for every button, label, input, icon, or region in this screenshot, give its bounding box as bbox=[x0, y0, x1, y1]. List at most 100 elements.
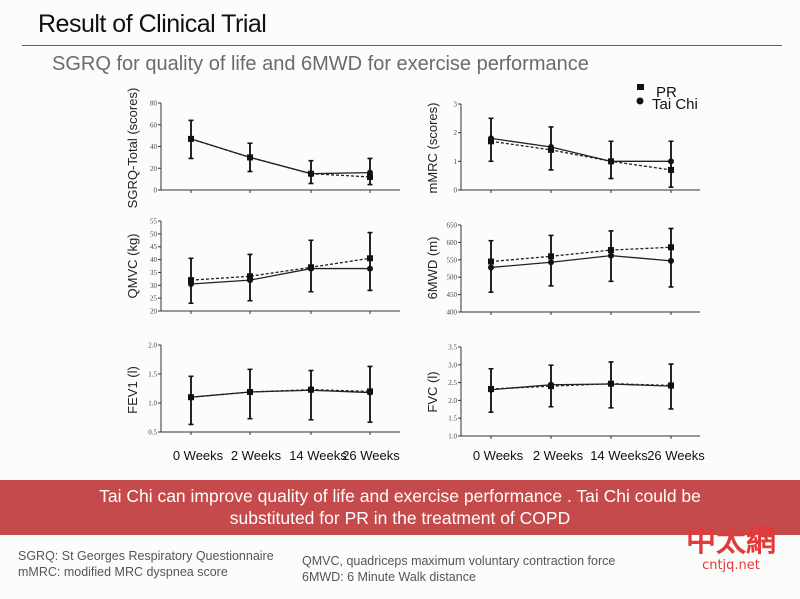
data-point-taichi bbox=[488, 264, 494, 271]
title-divider bbox=[22, 45, 782, 46]
y-tick-label: 45 bbox=[150, 243, 158, 251]
y-axis-title: FVC (l) bbox=[425, 371, 440, 412]
x-tick-label: 14 Weeks bbox=[590, 448, 648, 463]
watermark-chinese: 中太網 bbox=[686, 524, 776, 559]
data-point-taichi bbox=[247, 277, 253, 284]
series-line-pr bbox=[490, 140, 672, 171]
series-line-pr bbox=[490, 246, 672, 263]
y-tick-label: 20 bbox=[150, 308, 158, 316]
legend: PR Tai Chi bbox=[636, 84, 698, 113]
data-point-taichi bbox=[488, 135, 494, 142]
y-tick-label: 1.0 bbox=[148, 400, 157, 408]
data-point-taichi bbox=[367, 169, 373, 176]
y-tick-label: 30 bbox=[150, 282, 158, 290]
data-point-taichi bbox=[548, 144, 554, 150]
conclusion-banner: Tai Chi can improve quality of life and … bbox=[0, 480, 800, 535]
data-point-taichi bbox=[548, 381, 554, 388]
page-subtitle: SGRQ for quality of life and 6MWD for ex… bbox=[52, 53, 589, 75]
footnotes-right: QMVC, quadriceps maximum voluntary contr… bbox=[302, 553, 632, 585]
footnotes-left: SGRQ: St Georges Respiratory Questionnai… bbox=[18, 548, 274, 580]
x-tick-label: 0 Weeks bbox=[473, 448, 524, 463]
y-axis-title: QMVC (kg) bbox=[125, 234, 140, 299]
footnote-sgrq: SGRQ: St Georges Respiratory Questionnai… bbox=[18, 549, 274, 563]
y-tick-label: 500 bbox=[447, 274, 458, 282]
series-line-pr bbox=[190, 138, 371, 178]
y-tick-label: 3 bbox=[454, 101, 458, 109]
y-tick-label: 2.0 bbox=[148, 342, 157, 350]
y-tick-label: 0 bbox=[154, 187, 158, 195]
chart-6mwd: 400 450 500 550 600 650 6MWD (m) bbox=[425, 222, 700, 317]
y-tick-label: 2 bbox=[454, 129, 458, 137]
y-tick-label: 2.5 bbox=[448, 379, 457, 387]
page-title: Result of Clinical Trial bbox=[38, 10, 267, 38]
x-tick-label: 26 Weeks bbox=[342, 448, 400, 463]
series-line-taichi bbox=[190, 138, 371, 175]
y-tick-label: 55 bbox=[150, 218, 158, 226]
y-tick-label: 400 bbox=[447, 309, 458, 317]
legend-marker-taichi bbox=[636, 97, 644, 105]
series-line-taichi bbox=[190, 389, 371, 398]
footnote-qmvc: QMVC, quadriceps maximum voluntary contr… bbox=[302, 554, 616, 568]
data-point-taichi bbox=[608, 381, 614, 388]
x-tick-label: 2 Weeks bbox=[533, 448, 584, 463]
data-point-taichi bbox=[188, 281, 194, 287]
footnote-mmrc: mMRC: modified MRC dyspnea score bbox=[18, 565, 228, 579]
y-tick-label: 1.0 bbox=[448, 433, 457, 441]
data-point-taichi bbox=[308, 265, 314, 272]
y-tick-label: 80 bbox=[150, 100, 158, 108]
y-tick-label: 2.0 bbox=[448, 397, 457, 405]
chart-sgrq: 0 20 40 60 80 SGRQ-Total (scores) bbox=[125, 88, 400, 209]
data-point-taichi bbox=[247, 154, 253, 161]
y-tick-label: 3.0 bbox=[448, 361, 457, 369]
y-tick-label: 1 bbox=[454, 158, 458, 166]
x-tick-label: 26 Weeks bbox=[647, 448, 705, 463]
watermark-logo: 中太網 cntjq.net bbox=[676, 524, 786, 574]
y-tick-label: 40 bbox=[150, 256, 158, 264]
conclusion-line-1: Tai Chi can improve quality of life and … bbox=[99, 486, 701, 506]
y-tick-label: 450 bbox=[447, 291, 458, 299]
watermark-url: cntjq.net bbox=[702, 558, 760, 573]
data-point-taichi bbox=[188, 394, 194, 401]
y-tick-label: 60 bbox=[150, 121, 158, 129]
series-line-taichi bbox=[490, 137, 671, 162]
data-point-taichi bbox=[308, 387, 314, 394]
data-point-taichi bbox=[548, 259, 554, 266]
y-axis-title: mMRC (scores) bbox=[425, 103, 440, 194]
data-point-taichi bbox=[668, 158, 674, 165]
data-point-taichi bbox=[608, 158, 614, 165]
series-line-taichi bbox=[490, 383, 672, 391]
y-tick-label: 650 bbox=[447, 222, 458, 230]
legend-marker-pr bbox=[637, 84, 644, 90]
y-tick-label: 40 bbox=[150, 143, 158, 151]
legend-label-taichi: Tai Chi bbox=[652, 96, 698, 113]
y-axis-title: FEV1 (l) bbox=[125, 366, 140, 414]
footnote-6mwd: 6MWD: 6 Minute Walk distance bbox=[302, 570, 476, 584]
conclusion-line-2: substituted for PR in the treatment of C… bbox=[229, 508, 571, 528]
series-line-pr bbox=[190, 257, 371, 281]
y-tick-label: 0.5 bbox=[148, 429, 157, 437]
data-point-taichi bbox=[188, 135, 194, 142]
data-point-taichi bbox=[668, 257, 674, 264]
x-tick-label: 2 Weeks bbox=[231, 448, 282, 463]
x-tick-label: 0 Weeks bbox=[173, 448, 224, 463]
data-point-taichi bbox=[367, 265, 373, 272]
y-tick-label: 0 bbox=[454, 187, 458, 195]
data-point-taichi bbox=[668, 383, 674, 390]
y-tick-label: 50 bbox=[150, 230, 158, 238]
y-tick-label: 35 bbox=[150, 269, 158, 277]
y-axis-title: SGRQ-Total (scores) bbox=[125, 88, 140, 209]
data-point-taichi bbox=[488, 386, 494, 393]
series-line-taichi bbox=[190, 267, 370, 285]
y-tick-label: 1.5 bbox=[148, 371, 157, 379]
data-point-taichi bbox=[308, 170, 314, 177]
data-point-taichi bbox=[367, 389, 373, 396]
x-tick-label: 14 Weeks bbox=[289, 448, 347, 463]
data-point-taichi bbox=[247, 388, 253, 395]
y-tick-label: 3.5 bbox=[448, 344, 457, 352]
chart-mmrc: 0 1 2 3 mMRC (scores) bbox=[425, 101, 700, 195]
chart-fev1: 0.5 1.0 1.5 2.0 FEV1 (l) 0 Weeks 2 Weeks 14 Wee… bbox=[125, 342, 400, 464]
legend-label-pr: PR bbox=[656, 84, 677, 101]
y-tick-label: 25 bbox=[150, 295, 158, 303]
data-point-taichi bbox=[608, 252, 614, 259]
